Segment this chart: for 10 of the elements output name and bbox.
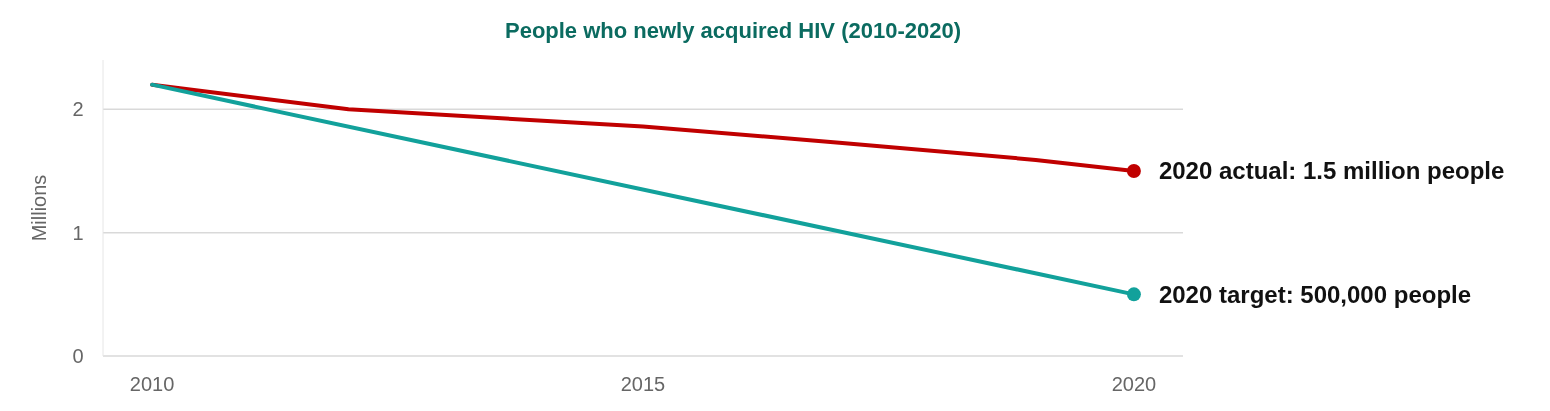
x-tick-label: 2010 [129, 373, 175, 395]
y-axis-title: Millions [28, 174, 50, 242]
x-tick-label: 2020 [1111, 373, 1157, 395]
annotation: 2020 target: 500,000 people [1158, 280, 1472, 308]
x-tick-label: 2015 [620, 373, 666, 395]
annotation: 2020 actual: 1.5 million people [1158, 157, 1505, 185]
y-tick-label: 2 [72, 98, 84, 121]
y-tick-label: 1 [72, 221, 84, 244]
y-tick-label: 0 [72, 345, 84, 367]
chart-title: People who newly acquired HIV (2010-2020) [504, 18, 962, 43]
